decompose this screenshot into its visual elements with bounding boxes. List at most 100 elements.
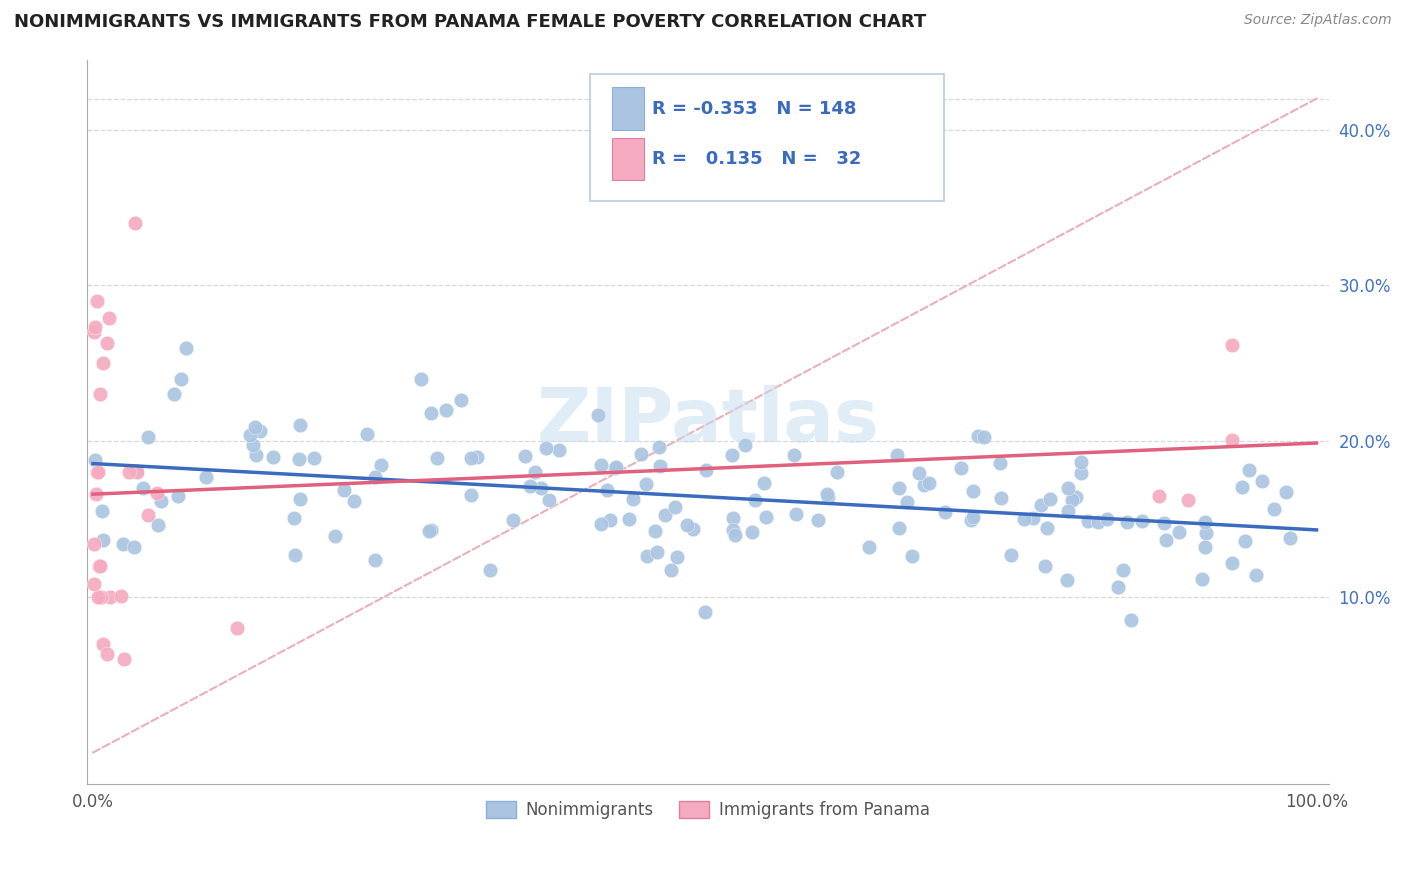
Point bbox=[636, 477, 658, 491]
Point bbox=[1056, 574, 1078, 588]
Point bbox=[754, 510, 776, 524]
Point bbox=[644, 524, 666, 538]
Point bbox=[96, 336, 118, 351]
Point bbox=[149, 494, 172, 508]
Point bbox=[1244, 567, 1267, 582]
Point bbox=[896, 495, 918, 509]
Point bbox=[752, 475, 775, 490]
Point bbox=[1220, 338, 1243, 352]
Legend: Nonimmigrants, Immigrants from Panama: Nonimmigrants, Immigrants from Panama bbox=[479, 795, 936, 826]
Point bbox=[1066, 491, 1088, 505]
Point bbox=[194, 469, 217, 483]
Point bbox=[1194, 540, 1216, 554]
Point bbox=[83, 577, 105, 591]
Point bbox=[1036, 521, 1059, 535]
Point bbox=[136, 430, 159, 444]
Point bbox=[364, 469, 387, 483]
Point bbox=[323, 529, 346, 543]
Point bbox=[519, 479, 541, 493]
Point bbox=[967, 429, 990, 443]
Point bbox=[83, 537, 105, 551]
Point bbox=[502, 513, 524, 527]
Point bbox=[84, 320, 107, 334]
Point bbox=[1000, 548, 1022, 562]
Point bbox=[721, 523, 744, 537]
Point bbox=[465, 450, 488, 464]
Point bbox=[364, 553, 387, 567]
Point bbox=[621, 491, 644, 506]
Point bbox=[1230, 479, 1253, 493]
FancyBboxPatch shape bbox=[612, 87, 644, 130]
FancyBboxPatch shape bbox=[589, 74, 943, 201]
Point bbox=[112, 537, 135, 551]
Point bbox=[131, 481, 153, 495]
Point bbox=[83, 453, 105, 467]
Point bbox=[1033, 558, 1056, 573]
Point bbox=[817, 491, 839, 505]
Point bbox=[125, 464, 148, 478]
Point bbox=[949, 461, 972, 475]
Point bbox=[682, 522, 704, 536]
Point bbox=[1154, 533, 1177, 548]
Text: R = -0.353   N = 148: R = -0.353 N = 148 bbox=[652, 100, 856, 118]
Point bbox=[599, 513, 621, 527]
Point bbox=[1062, 492, 1084, 507]
Point bbox=[460, 450, 482, 465]
Point bbox=[418, 524, 440, 538]
Point bbox=[1263, 501, 1285, 516]
Point bbox=[1167, 524, 1189, 539]
Text: R =   0.135   N =   32: R = 0.135 N = 32 bbox=[652, 150, 862, 168]
Point bbox=[648, 440, 671, 454]
Point bbox=[1070, 466, 1092, 480]
Point bbox=[426, 450, 449, 465]
Point bbox=[450, 393, 472, 408]
Point bbox=[1153, 516, 1175, 531]
Point bbox=[89, 559, 111, 574]
Point bbox=[782, 448, 804, 462]
Point bbox=[124, 216, 146, 230]
Point bbox=[478, 563, 501, 577]
Text: ZIPatlas: ZIPatlas bbox=[537, 385, 879, 458]
Point bbox=[605, 460, 627, 475]
Point bbox=[1191, 572, 1213, 586]
Point bbox=[589, 458, 612, 472]
Point bbox=[1111, 563, 1133, 577]
Point bbox=[589, 517, 612, 532]
Point bbox=[87, 590, 110, 604]
Point bbox=[370, 458, 392, 472]
Point bbox=[411, 372, 433, 386]
Point bbox=[1022, 511, 1045, 525]
Point bbox=[1177, 493, 1199, 508]
Point bbox=[1107, 580, 1129, 594]
Point bbox=[1239, 463, 1261, 477]
Point bbox=[170, 372, 193, 386]
Point bbox=[548, 442, 571, 457]
Point bbox=[596, 483, 619, 498]
Point bbox=[96, 647, 118, 661]
Point bbox=[1029, 498, 1052, 512]
Point bbox=[1234, 533, 1257, 548]
Point bbox=[1251, 475, 1274, 489]
Point bbox=[1119, 613, 1142, 627]
Point bbox=[249, 425, 271, 439]
Point bbox=[460, 488, 482, 502]
Point bbox=[434, 403, 457, 417]
Point bbox=[588, 408, 610, 422]
Point bbox=[1130, 514, 1153, 528]
Point bbox=[648, 458, 671, 473]
Point bbox=[118, 465, 141, 479]
Point bbox=[988, 456, 1011, 470]
Point bbox=[1056, 481, 1078, 495]
Point bbox=[1057, 504, 1080, 518]
Point bbox=[603, 460, 626, 475]
Point bbox=[1195, 525, 1218, 540]
Point bbox=[90, 590, 112, 604]
Point bbox=[973, 430, 995, 444]
Text: Source: ZipAtlas.com: Source: ZipAtlas.com bbox=[1244, 13, 1392, 28]
Point bbox=[530, 481, 553, 495]
Point bbox=[225, 621, 247, 635]
Point bbox=[1147, 489, 1170, 503]
Point bbox=[83, 325, 105, 339]
Point bbox=[721, 448, 744, 462]
Point bbox=[84, 487, 107, 501]
